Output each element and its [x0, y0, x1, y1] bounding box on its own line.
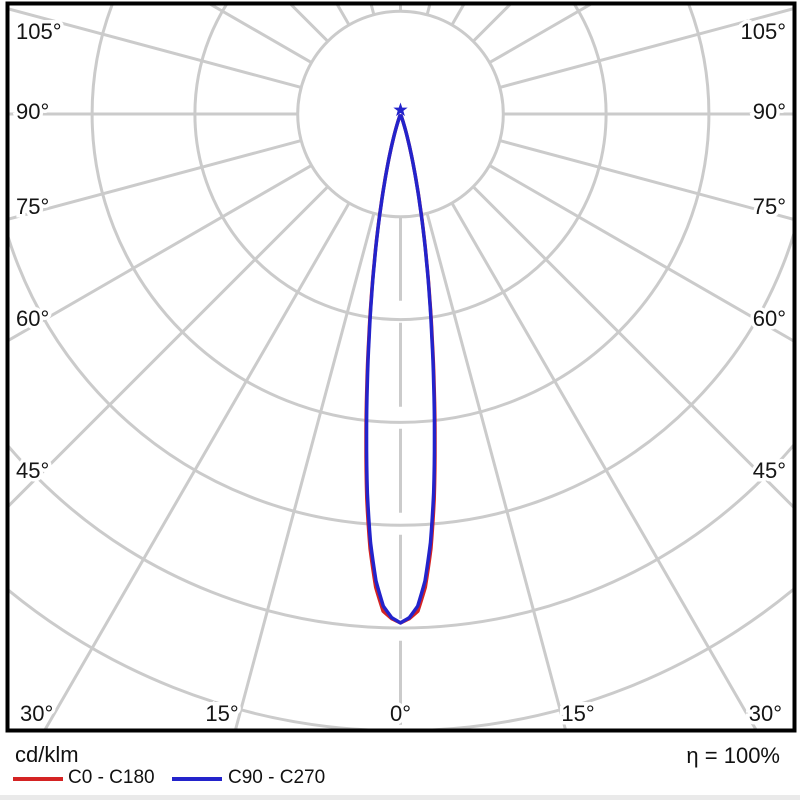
legend-line-c90-c270-icon — [172, 777, 222, 781]
angle-label: 90° — [753, 99, 786, 124]
angle-label: 15° — [205, 701, 238, 726]
legend-label-c90-c270: C90 - C270 — [228, 767, 326, 788]
angle-label: 45° — [753, 458, 786, 483]
angle-label: 75° — [753, 194, 786, 219]
angle-label: 75° — [16, 194, 49, 219]
angle-label: 45° — [16, 458, 49, 483]
unit-label: cd/klm — [15, 742, 79, 767]
angle-label: 30° — [20, 701, 53, 726]
legend-line-c0-c180-icon — [13, 777, 63, 781]
angle-label: 15° — [561, 701, 594, 726]
origin-star-icon — [393, 102, 408, 117]
curve-c90-c270 — [364, 114, 437, 625]
legend-label-c0-c180: C0 - C180 — [68, 767, 155, 788]
angle-label: 105° — [740, 19, 786, 44]
angle-label: 60° — [16, 306, 49, 331]
bottom-strip — [0, 795, 800, 800]
angle-label: 60° — [753, 306, 786, 331]
angle-label: 90° — [16, 99, 49, 124]
efficiency-label: η = 100% — [686, 743, 780, 768]
angle-label: 105° — [16, 19, 62, 44]
angle-label: 30° — [749, 701, 782, 726]
angle-label: 0° — [390, 701, 411, 726]
